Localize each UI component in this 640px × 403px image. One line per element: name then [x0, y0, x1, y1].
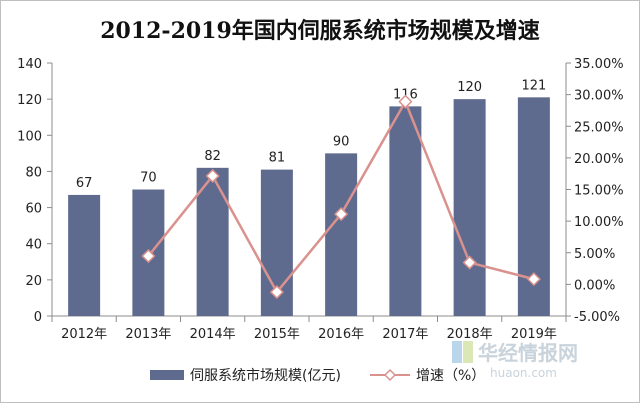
bar-data-label: 82: [204, 149, 221, 164]
growth-point-marker: [462, 255, 477, 270]
y-right-tick-label: 10.00%: [574, 215, 624, 230]
legend-line-label: 增速（%）: [416, 368, 485, 384]
bar-data-label: 90: [333, 134, 350, 149]
y-right-tick-label: 35.00%: [574, 57, 624, 72]
y-right-tick-label: 25.00%: [574, 120, 624, 135]
y-left-tick-label: 100: [17, 129, 42, 144]
watermark: 华经情报网 huaon.com: [452, 341, 578, 380]
growth-point-marker: [205, 168, 220, 184]
legend: 伺服系统市场规模(亿元) 增速（%）: [150, 367, 485, 384]
y-left-tick-label: 40: [25, 238, 42, 253]
bar-data-label: 70: [140, 171, 157, 186]
watermark-logo-icon: [452, 341, 462, 363]
bar: [389, 106, 422, 316]
x-axis-categories: 2012年 2013年 2014年 2015年 2016年 2017年 2018年 2019年: [61, 327, 557, 342]
bar: [68, 194, 101, 316]
chart-title: 2012-2019年国内伺服系统市场规模及增速: [100, 18, 540, 44]
legend-bar-label: 伺服系统市场规模(亿元): [190, 367, 341, 384]
bar-data-label: 67: [76, 176, 93, 191]
y-left-tick-label: 140: [17, 57, 42, 72]
x-category-label: 2012年: [61, 327, 107, 342]
bar-data-label: 121: [521, 78, 546, 93]
bar-data-label: 120: [457, 80, 482, 95]
bar: [453, 99, 486, 317]
watermark-text: 华经情报网: [478, 341, 578, 365]
y-right-tick-label: 30.00%: [574, 89, 624, 104]
x-category-label: 2018年: [447, 327, 493, 342]
x-category-label: 2017年: [382, 327, 428, 342]
y-right-tick-label: 20.00%: [574, 152, 624, 167]
growth-point-marker: [398, 94, 413, 109]
x-category-label: 2013年: [125, 327, 171, 342]
y-left-tick-label: 20: [25, 274, 42, 289]
watermark-logo-icon-part: [463, 341, 473, 363]
growth-point-marker: [334, 207, 349, 222]
y-right-tick-label: 0.00%: [574, 278, 615, 293]
legend-bar-swatch: [150, 370, 184, 380]
y-right-tick-label: 5.00%: [574, 247, 615, 262]
x-category-label: 2016年: [318, 327, 364, 342]
y-left-tick-label: 0: [34, 310, 42, 325]
y-left-tick-label: 60: [25, 202, 42, 217]
growth-point-marker: [269, 285, 284, 300]
x-category-label: 2014年: [190, 327, 236, 342]
bar: [325, 153, 358, 316]
y-left-tick-label: 120: [17, 93, 42, 108]
bar-data-labels: 6770828190116120121: [76, 78, 546, 191]
bar: [196, 167, 229, 316]
growth-line-series: [141, 94, 541, 300]
x-category-label: 2019年: [511, 327, 557, 342]
watermark-sub: huaon.com: [490, 366, 557, 380]
axes: 0 20 40 60 80 100 120 140 -5.00% 0.00% 5.00% 10.00%…: [17, 57, 623, 325]
legend-diamond-marker: [383, 368, 397, 382]
x-category-label: 2015年: [254, 327, 300, 342]
growth-point-marker: [526, 272, 541, 287]
y-left-tick-label: 80: [25, 165, 42, 180]
growth-point-marker: [141, 248, 156, 264]
y-right-tick-label: 15.00%: [574, 184, 624, 199]
bar-data-label: 81: [269, 151, 286, 166]
bar-series: [68, 97, 550, 317]
y-right-tick-label: -5.00%: [574, 310, 620, 325]
